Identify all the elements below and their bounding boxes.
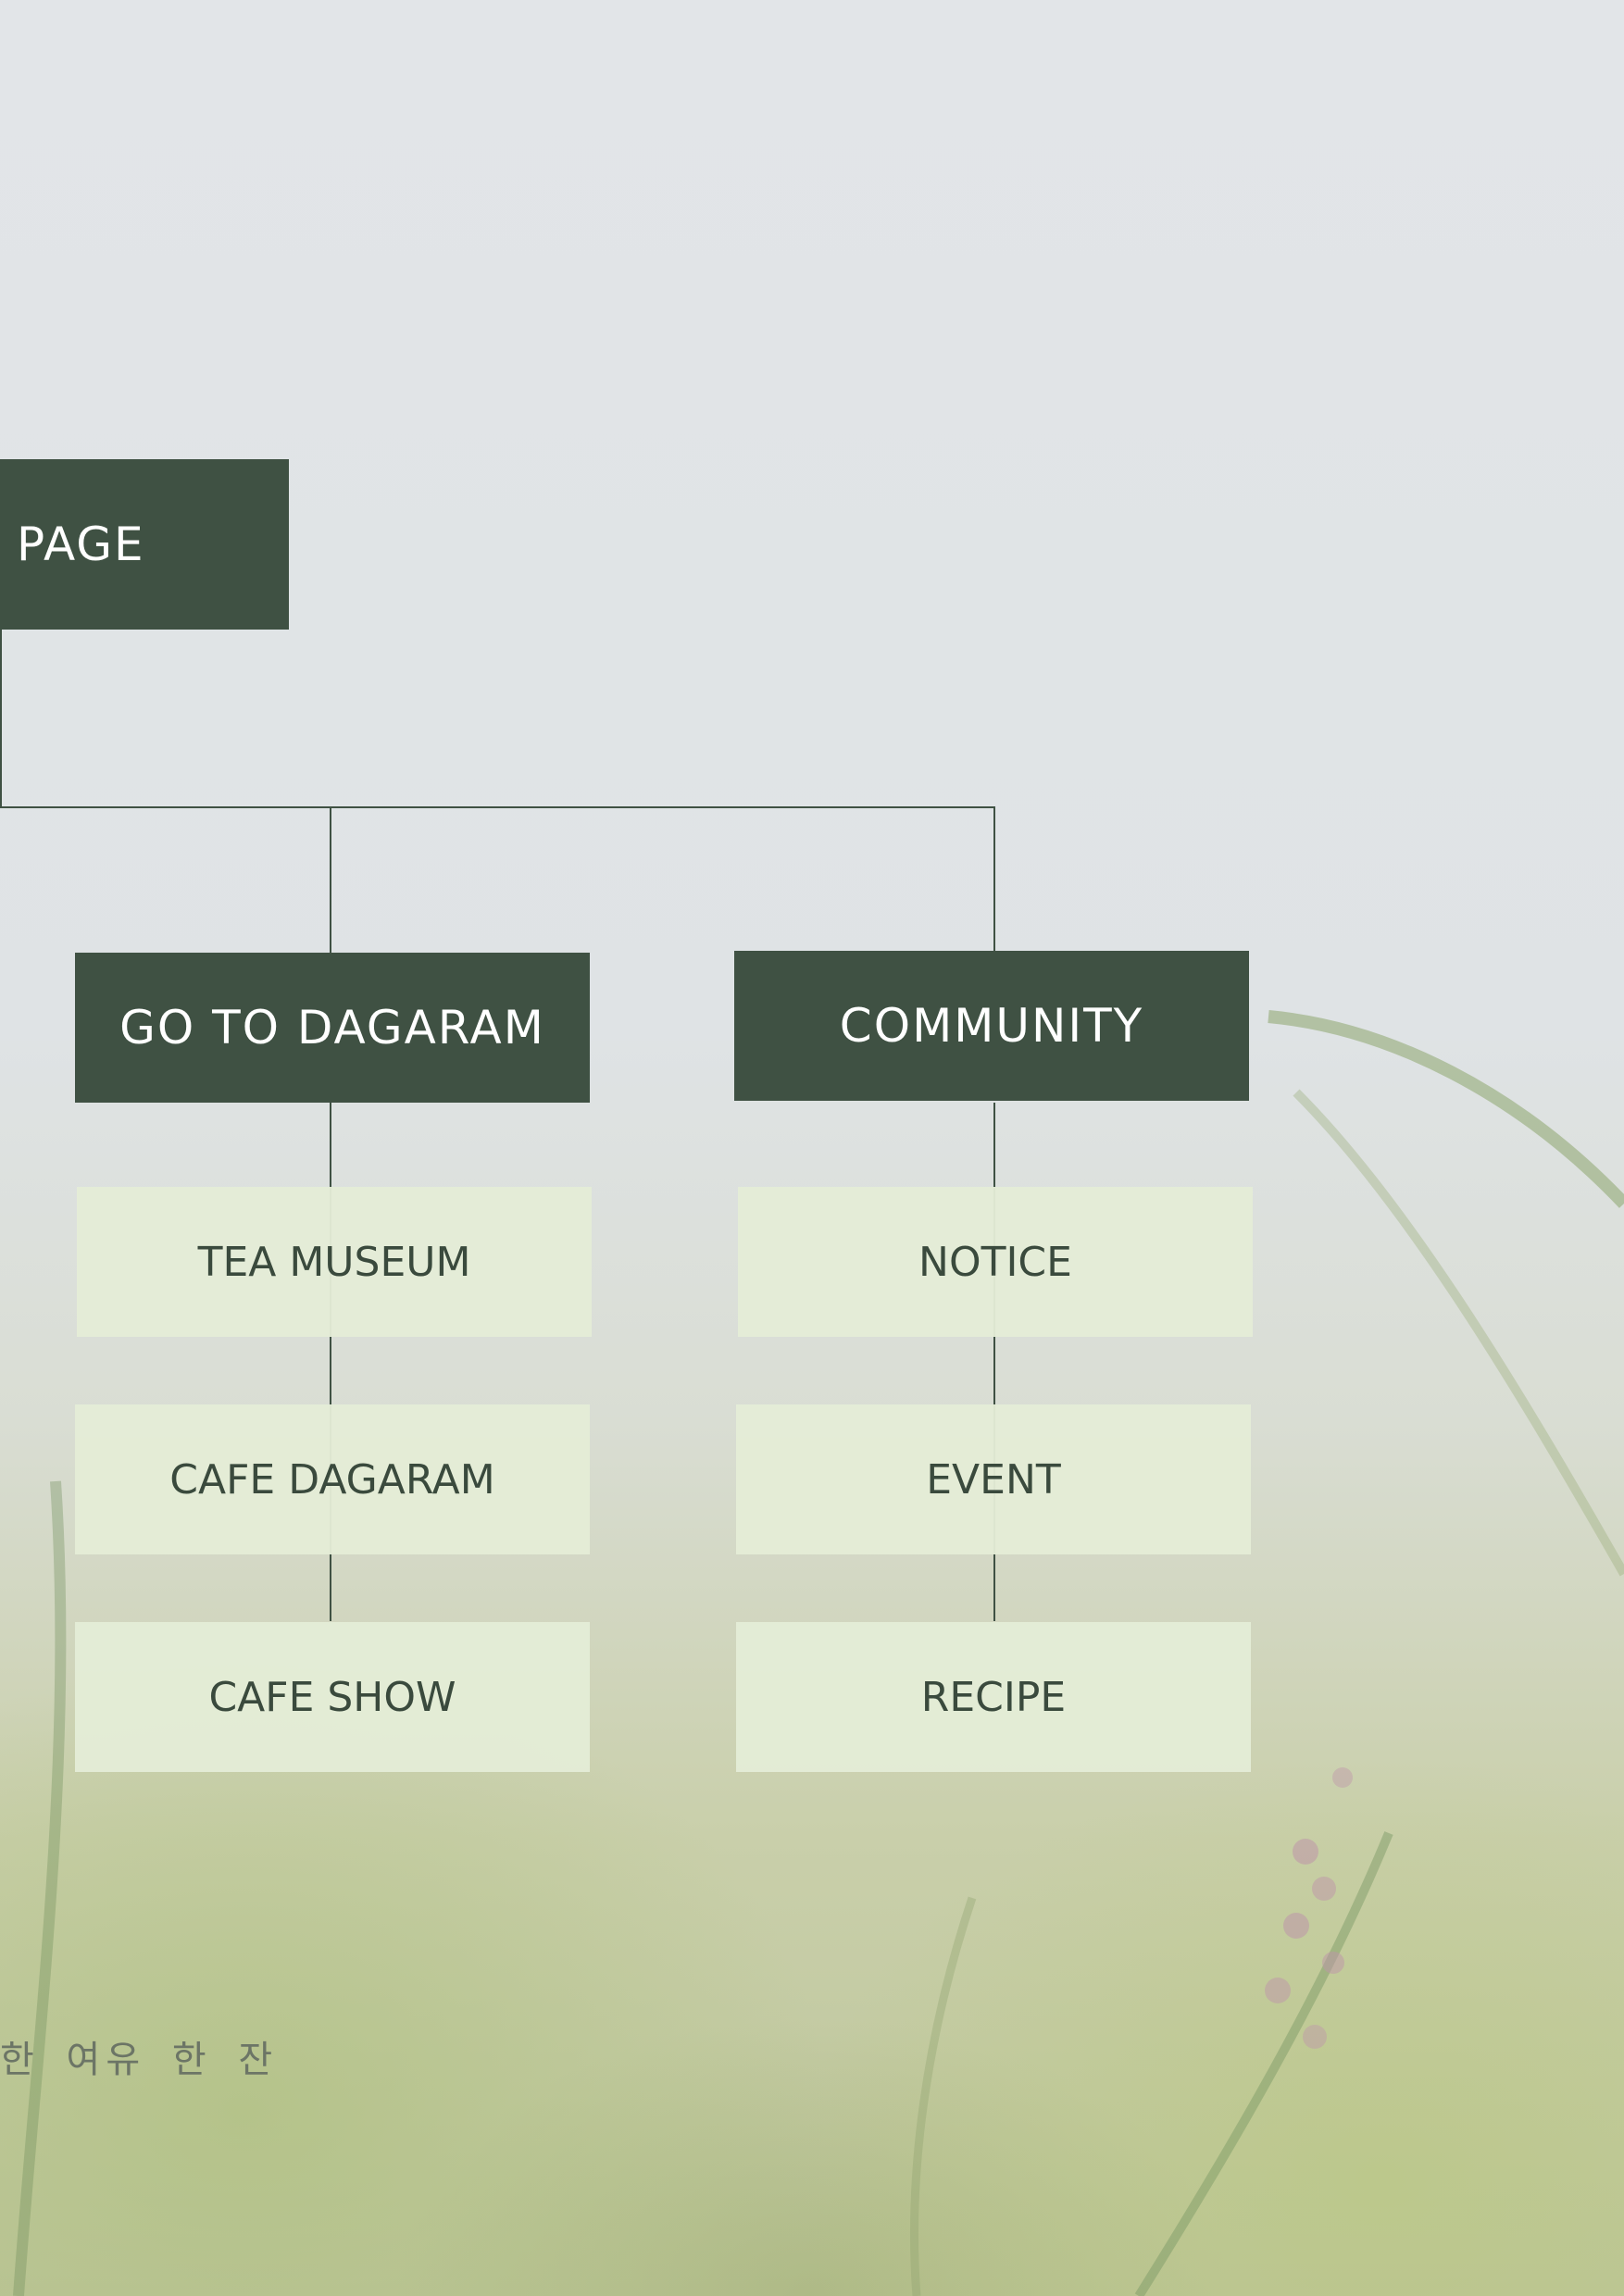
node-event-label: EVENT (926, 1455, 1061, 1504)
node-go-to-dagaram: GO TO DAGARAM (75, 953, 590, 1103)
node-community: COMMUNITY (734, 951, 1249, 1101)
node-recipe-label: RECIPE (920, 1673, 1067, 1721)
node-go-to-dagaram-label: GO TO DAGARAM (119, 1001, 545, 1054)
node-tea-museum: TEA MUSEUM (77, 1187, 592, 1337)
node-page-label: PAGE (17, 518, 145, 571)
node-page: PAGE (0, 459, 289, 630)
node-recipe: RECIPE (736, 1622, 1251, 1772)
node-community-label: COMMUNITY (839, 999, 1144, 1053)
node-cafe-dagaram-label: CAFE DAGARAM (169, 1455, 495, 1504)
connector-branch-1-children (330, 1103, 331, 1621)
connector-horizontal (0, 806, 995, 808)
node-cafe-dagaram: CAFE DAGARAM (75, 1404, 590, 1554)
node-cafe-show: CAFE SHOW (75, 1622, 590, 1772)
node-notice: NOTICE (738, 1187, 1253, 1337)
node-event: EVENT (736, 1404, 1251, 1554)
connector-branch-2-children (993, 1103, 995, 1621)
footer-slogan: 한 여유 한 잔 (0, 2039, 279, 2081)
node-tea-museum-label: TEA MUSEUM (197, 1238, 471, 1286)
node-cafe-show-label: CAFE SHOW (208, 1673, 456, 1721)
connector-branch-2 (993, 806, 995, 951)
connector-root-vertical (0, 630, 2, 808)
node-notice-label: NOTICE (918, 1238, 1072, 1286)
connector-branch-1 (330, 806, 331, 953)
